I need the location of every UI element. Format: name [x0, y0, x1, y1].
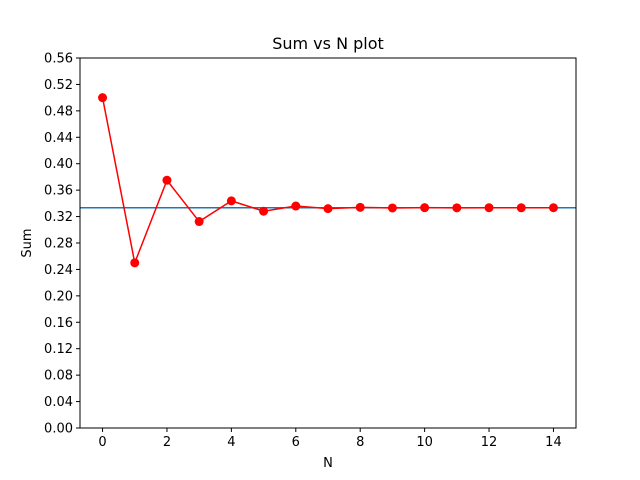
data-point — [194, 217, 204, 227]
y-tick-label: 0.48 — [44, 104, 73, 119]
data-point — [323, 204, 333, 214]
y-tick-label: 0.12 — [44, 342, 73, 357]
series-layer — [98, 93, 558, 268]
y-tick-label: 0.32 — [44, 210, 73, 225]
y-tick-label: 0.08 — [44, 369, 73, 384]
y-tick-label: 0.16 — [44, 316, 73, 331]
data-point — [548, 203, 558, 213]
data-point — [452, 203, 462, 213]
x-tick-label: 6 — [292, 435, 300, 450]
y-tick-label: 0.56 — [44, 52, 73, 67]
plot-area — [80, 58, 576, 428]
x-tick-label: 2 — [163, 435, 171, 450]
data-point — [291, 201, 301, 211]
x-tick-label: 14 — [545, 435, 562, 450]
data-point — [130, 258, 140, 268]
y-tick-label: 0.40 — [44, 157, 73, 172]
data-point — [387, 203, 397, 213]
y-tick-label: 0.24 — [44, 263, 73, 278]
chart-title: Sum vs N plot — [272, 34, 384, 53]
y-tick-label: 0.04 — [44, 395, 73, 410]
data-point — [484, 203, 494, 213]
y-tick-label: 0.52 — [44, 78, 73, 93]
x-axis-ticks: 0 2 4 6 8 10 12 14 — [98, 428, 562, 450]
y-axis-ticks: 0.00 0.04 0.08 0.12 0.16 0.20 0.24 0.28 0.32 0.36… — [44, 52, 80, 437]
y-tick-label: 0.20 — [44, 289, 73, 304]
data-point — [259, 206, 269, 216]
data-point — [355, 202, 365, 212]
y-tick-label: 0.28 — [44, 237, 73, 252]
data-point — [162, 175, 172, 185]
x-tick-label: 4 — [227, 435, 235, 450]
data-point — [98, 93, 108, 103]
y-tick-label: 0.00 — [44, 422, 73, 437]
data-point — [420, 203, 430, 213]
y-tick-label: 0.36 — [44, 184, 73, 199]
data-point — [226, 196, 236, 206]
x-axis-label: N — [323, 456, 333, 471]
data-point — [516, 203, 526, 213]
x-tick-label: 8 — [356, 435, 364, 450]
y-axis-label: Sum — [20, 228, 35, 257]
y-tick-label: 0.44 — [44, 131, 73, 146]
x-tick-label: 0 — [98, 435, 106, 450]
x-tick-label: 12 — [481, 435, 498, 450]
x-tick-label: 10 — [416, 435, 433, 450]
